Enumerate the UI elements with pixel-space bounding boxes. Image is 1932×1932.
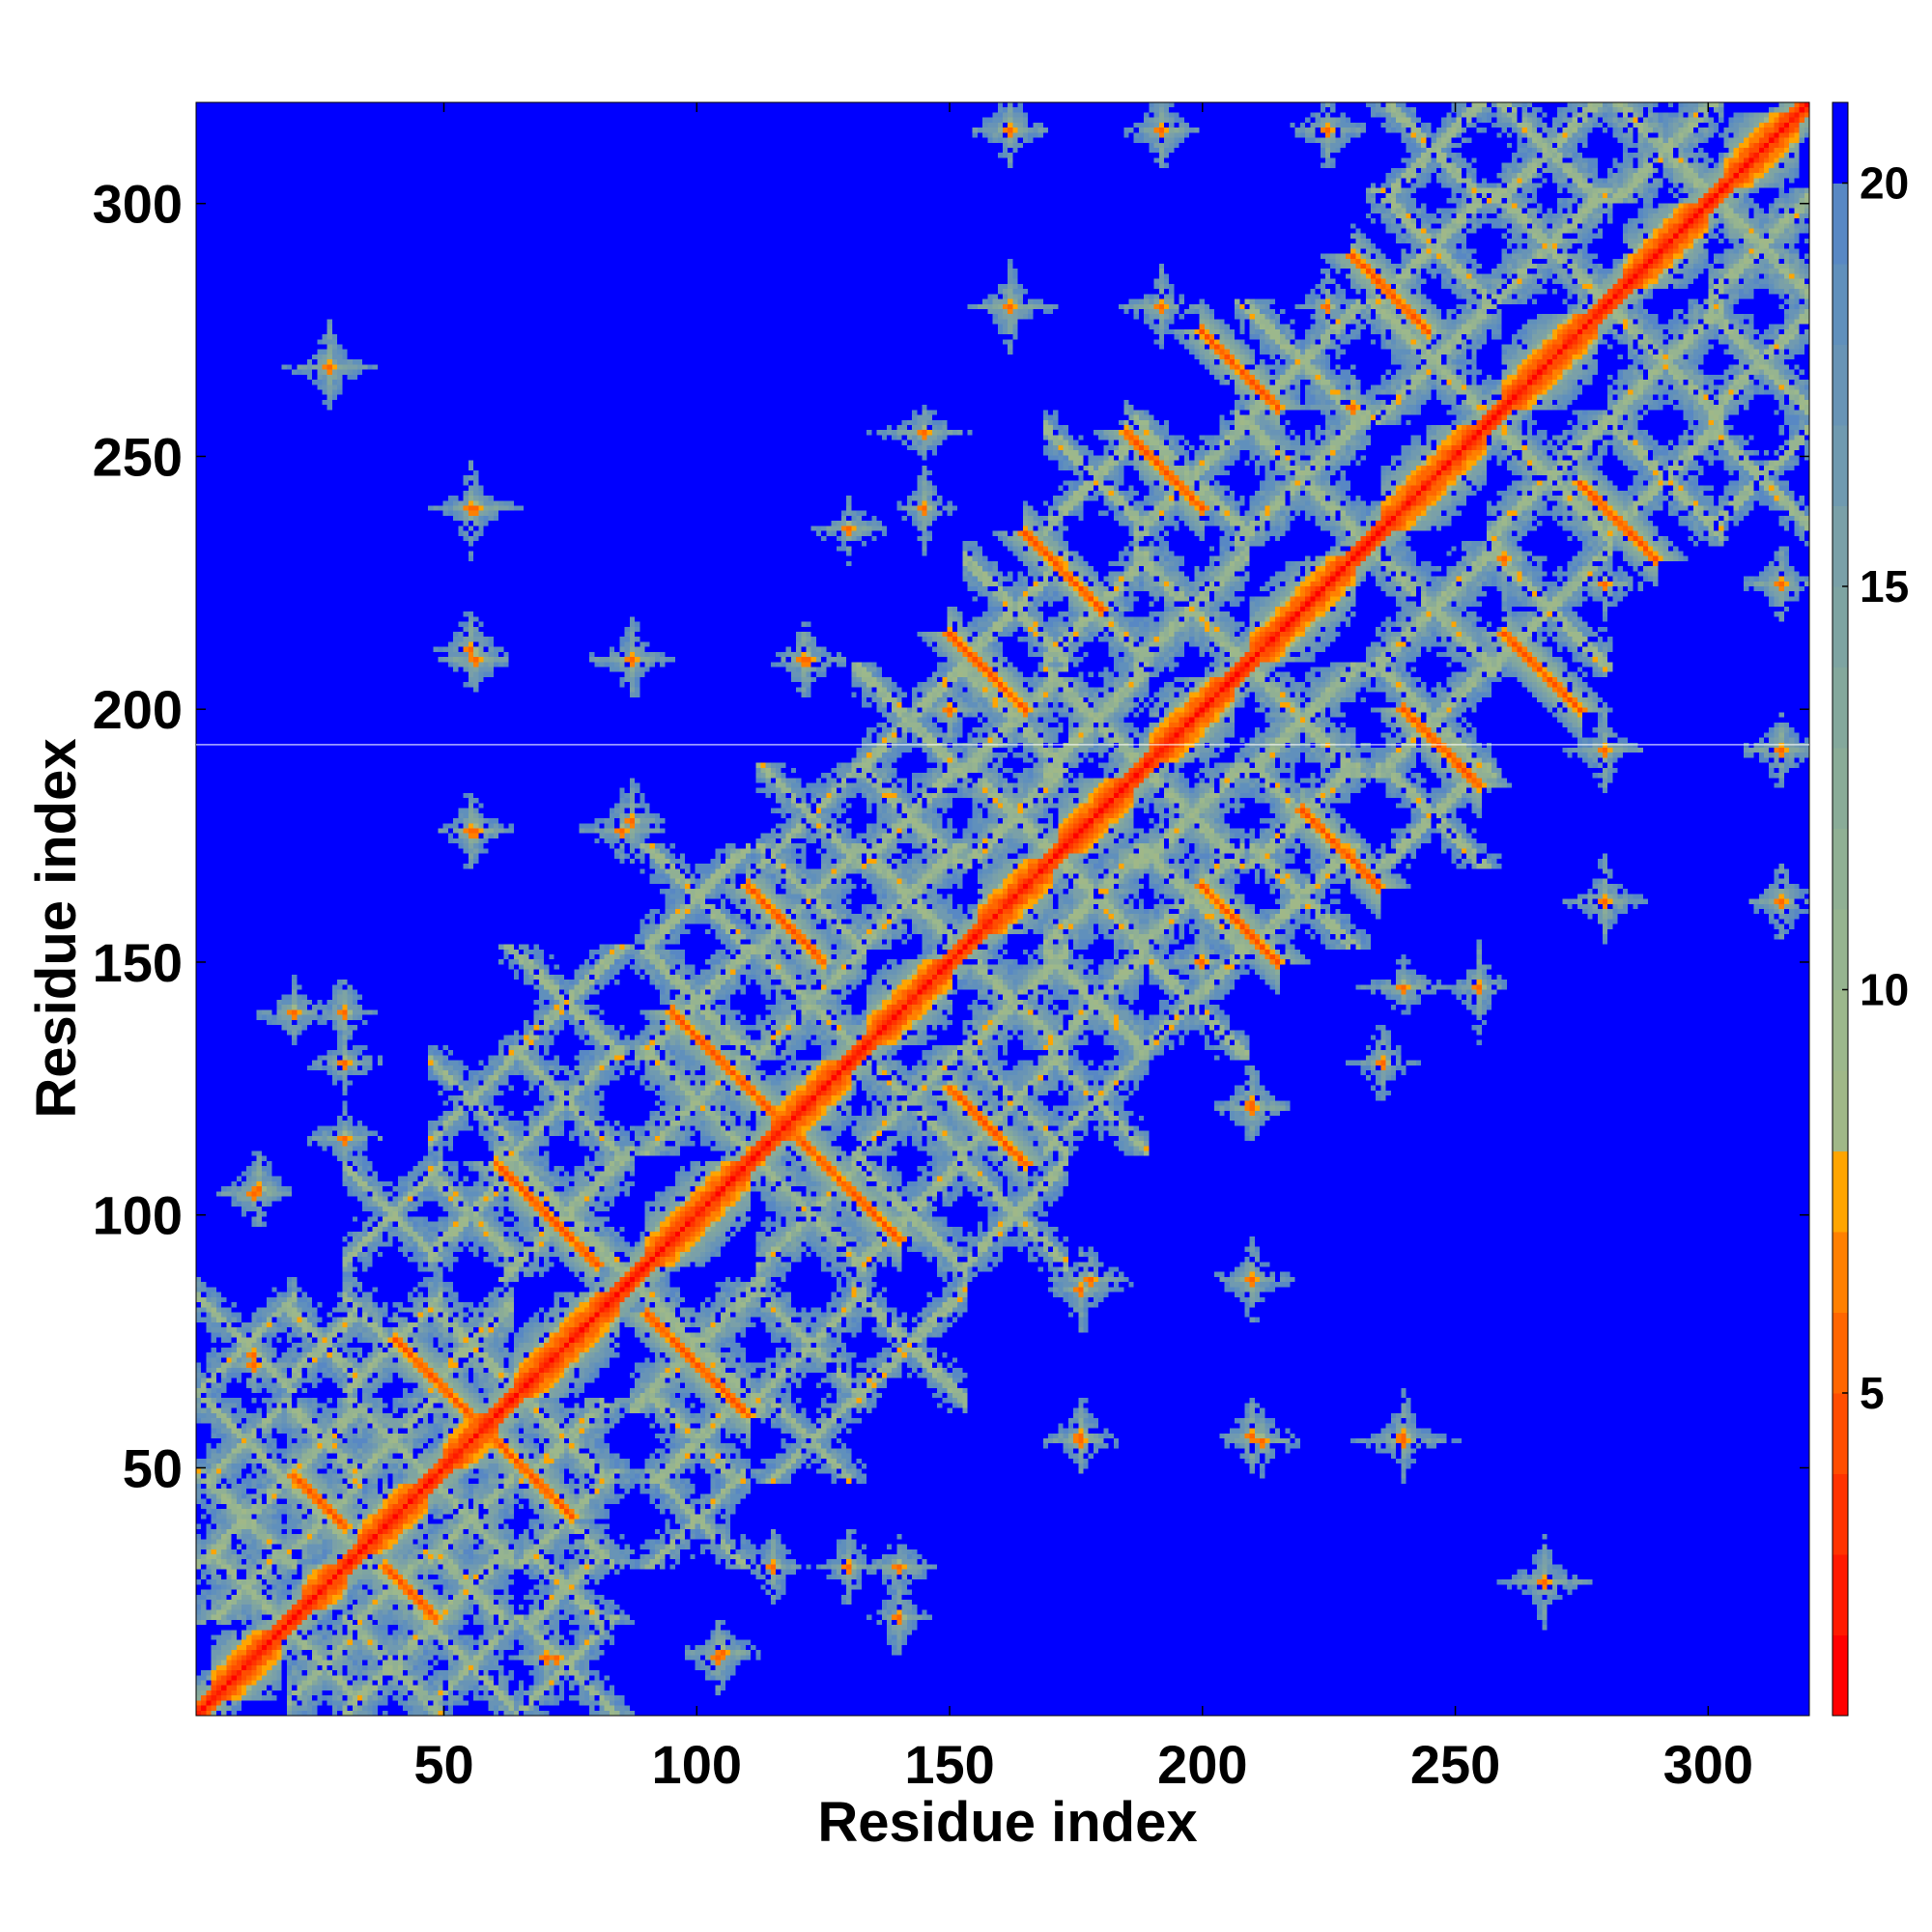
y-axis: 50 100 150 200 250 300: [93, 174, 1809, 1498]
colorbar-segment: [1833, 1232, 1848, 1313]
colorbar-segment: [1833, 344, 1848, 426]
colorbar-segment: [1833, 1473, 1848, 1555]
colorbar: [1832, 101, 1849, 1717]
x-tick-label: 300: [1663, 1734, 1753, 1795]
y-tick-label: 200: [93, 679, 183, 740]
colorbar-segment: [1833, 989, 1848, 1071]
colorbar-tick-label: 10: [1860, 965, 1909, 1015]
x-axis-label: Residue index: [817, 1791, 1197, 1854]
x-tick-label: 250: [1410, 1734, 1500, 1795]
x-tick-label: 150: [904, 1734, 994, 1795]
colorbar-segment: [1833, 264, 1848, 345]
colorbar-tick-label: 5: [1860, 1368, 1885, 1418]
colorbar-segment: [1833, 425, 1848, 506]
colorbar-segment: [1833, 1393, 1848, 1474]
colorbar-segment: [1833, 667, 1848, 749]
colorbar-tick-label: 20: [1860, 158, 1909, 209]
colorbar-segment: [1833, 1554, 1848, 1635]
x-tick-label: 200: [1157, 1734, 1247, 1795]
colorbar-segment: [1833, 183, 1848, 265]
colorbar-tick-label: 15: [1860, 561, 1909, 611]
y-tick-label: 150: [93, 932, 183, 993]
x-tick-label: 50: [413, 1734, 473, 1795]
colorbar-segment: [1833, 828, 1848, 910]
colorbar-segment: [1833, 586, 1848, 668]
colorbar-segment: [1833, 102, 1848, 184]
colorbar-segment: [1833, 748, 1848, 829]
y-axis-label: Residue index: [25, 738, 88, 1118]
x-axis: 50 100 150 200 250 300: [413, 102, 1753, 1795]
y-tick-label: 300: [93, 174, 183, 235]
colorbar-segment: [1833, 1634, 1848, 1717]
colorbar-segment: [1833, 1312, 1848, 1394]
y-tick-label: 250: [93, 426, 183, 487]
y-tick-label: 50: [123, 1437, 183, 1498]
colorbar-frame: [1832, 101, 1849, 1717]
colorbar-segment: [1833, 1151, 1848, 1233]
colorbar-segment: [1833, 505, 1848, 587]
heatmap-area: [196, 102, 1809, 1716]
y-tick-label: 100: [93, 1185, 183, 1246]
colorbar-segment: [1833, 909, 1848, 990]
x-tick-label: 100: [652, 1734, 742, 1795]
colorbar-segment: [1833, 1070, 1848, 1151]
plot-frame: [195, 101, 1810, 1717]
colorbar-ticks: 5 10 15 20: [1842, 158, 1909, 1418]
heatmap-image: [196, 102, 1809, 1716]
